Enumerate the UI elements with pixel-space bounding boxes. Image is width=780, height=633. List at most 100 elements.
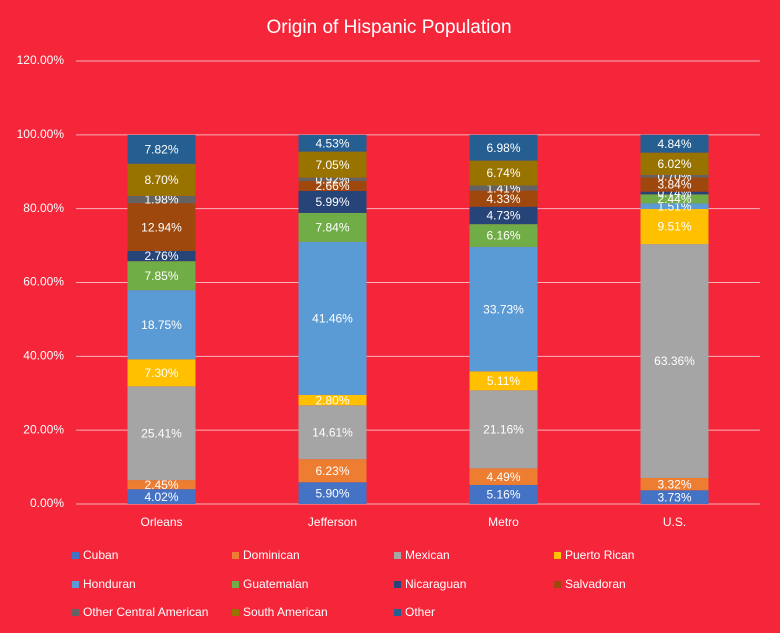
data-label: 3.32%	[657, 477, 691, 491]
y-tick-label: 0.00%	[30, 496, 64, 510]
legend-swatch	[554, 581, 561, 588]
bar-segment	[469, 371, 538, 391]
x-tick-label: U.S.	[663, 515, 686, 529]
legend-swatch	[232, 581, 239, 588]
bar-segment	[469, 390, 538, 469]
data-label: 18.75%	[141, 318, 182, 332]
bar-segment	[640, 194, 709, 204]
legend-label: Dominican	[243, 548, 300, 562]
data-label: 7.05%	[315, 158, 349, 172]
bar-segment	[469, 484, 538, 504]
legend-swatch	[232, 552, 239, 559]
legend-label: Nicaraguan	[405, 577, 466, 591]
data-label: 4.49%	[486, 470, 520, 484]
legend-swatch	[554, 552, 561, 559]
data-label: 7.84%	[315, 221, 349, 235]
data-label: 14.61%	[312, 425, 353, 439]
bar-segment	[298, 394, 367, 406]
legend-label: Guatemalan	[243, 577, 308, 591]
legend-label: Other	[405, 605, 435, 619]
legend-label: South American	[243, 605, 328, 619]
data-label: 8.70%	[144, 173, 178, 187]
bar-segment	[640, 174, 709, 178]
bar-segment	[469, 224, 538, 247]
data-label: 5.11%	[487, 374, 520, 388]
bar-segment	[127, 386, 196, 481]
y-tick-label: 20.00%	[23, 422, 64, 436]
chart-title: Origin of Hispanic Population	[266, 17, 511, 38]
bar-segment	[298, 212, 367, 242]
data-label: 6.16%	[486, 229, 520, 243]
legend-swatch	[72, 609, 79, 616]
bar-segment	[298, 405, 367, 460]
data-label: 41.46%	[312, 312, 353, 326]
data-label: 5.16%	[486, 488, 520, 502]
data-label: 25.41%	[141, 426, 182, 440]
bar-segment	[640, 208, 709, 245]
y-tick-label: 80.00%	[23, 201, 64, 215]
bar-segment	[298, 134, 367, 152]
legend-swatch	[394, 581, 401, 588]
bar-segment	[127, 261, 196, 291]
data-label: 9.51%	[657, 220, 691, 234]
bar-segment	[469, 206, 538, 225]
x-tick-label: Jefferson	[308, 515, 357, 529]
data-label: 12.94%	[141, 220, 182, 234]
bar-segment	[469, 134, 538, 161]
bar-segment	[640, 203, 709, 209]
legend-swatch	[394, 609, 401, 616]
bar-segment	[298, 482, 367, 504]
data-label: 3.84%	[657, 178, 691, 192]
bar-segment	[640, 244, 709, 478]
data-label: 2.76%	[144, 249, 178, 263]
x-tick-label: Orleans	[140, 515, 182, 529]
legend-label: Honduran	[83, 577, 136, 591]
bar-segment	[640, 477, 709, 491]
legend-swatch	[394, 552, 401, 559]
data-label: 6.98%	[486, 141, 520, 155]
legend-label: Other Central American	[83, 605, 208, 619]
data-label: 4.02%	[144, 490, 178, 504]
data-label: 7.30%	[144, 366, 178, 380]
data-label: 6.74%	[486, 166, 520, 180]
bar-segment	[127, 134, 196, 164]
bar-segment	[469, 246, 538, 372]
bar-segment	[640, 152, 709, 175]
bar-segment	[469, 190, 538, 207]
bar-segment	[127, 203, 196, 251]
bar-segment	[127, 359, 196, 387]
legend-swatch	[72, 552, 79, 559]
bar-segment	[127, 195, 196, 204]
data-label: 33.73%	[483, 302, 524, 316]
data-label: 4.53%	[315, 136, 349, 150]
y-tick-label: 40.00%	[23, 349, 64, 363]
data-label: 4.33%	[486, 192, 520, 206]
data-label: 63.36%	[654, 354, 695, 368]
data-label: 1.98%	[144, 193, 178, 207]
bar-segment	[298, 177, 367, 182]
y-tick-label: 120.00%	[17, 53, 65, 67]
bar-segment	[298, 181, 367, 191]
bar-segment	[469, 468, 538, 485]
bar-segment	[469, 185, 538, 191]
bar-segment	[469, 160, 538, 186]
bar-segment	[298, 459, 367, 483]
legend-swatch	[232, 609, 239, 616]
bar-segment	[640, 177, 709, 192]
bar-segment	[127, 290, 196, 360]
bar-segment	[298, 241, 367, 395]
legend-label: Puerto Rican	[565, 548, 634, 562]
data-label: 2.45%	[144, 478, 178, 492]
bar-segment	[640, 191, 709, 195]
data-label: 21.16%	[483, 422, 524, 436]
bar-segment	[127, 480, 196, 490]
data-label: 2.80%	[315, 393, 349, 407]
legend-swatch	[72, 581, 79, 588]
data-label: 6.02%	[657, 157, 691, 171]
bar-segment	[640, 134, 709, 153]
x-tick-label: Metro	[488, 515, 519, 529]
y-tick-label: 60.00%	[23, 275, 64, 289]
bar-segment	[640, 490, 709, 504]
